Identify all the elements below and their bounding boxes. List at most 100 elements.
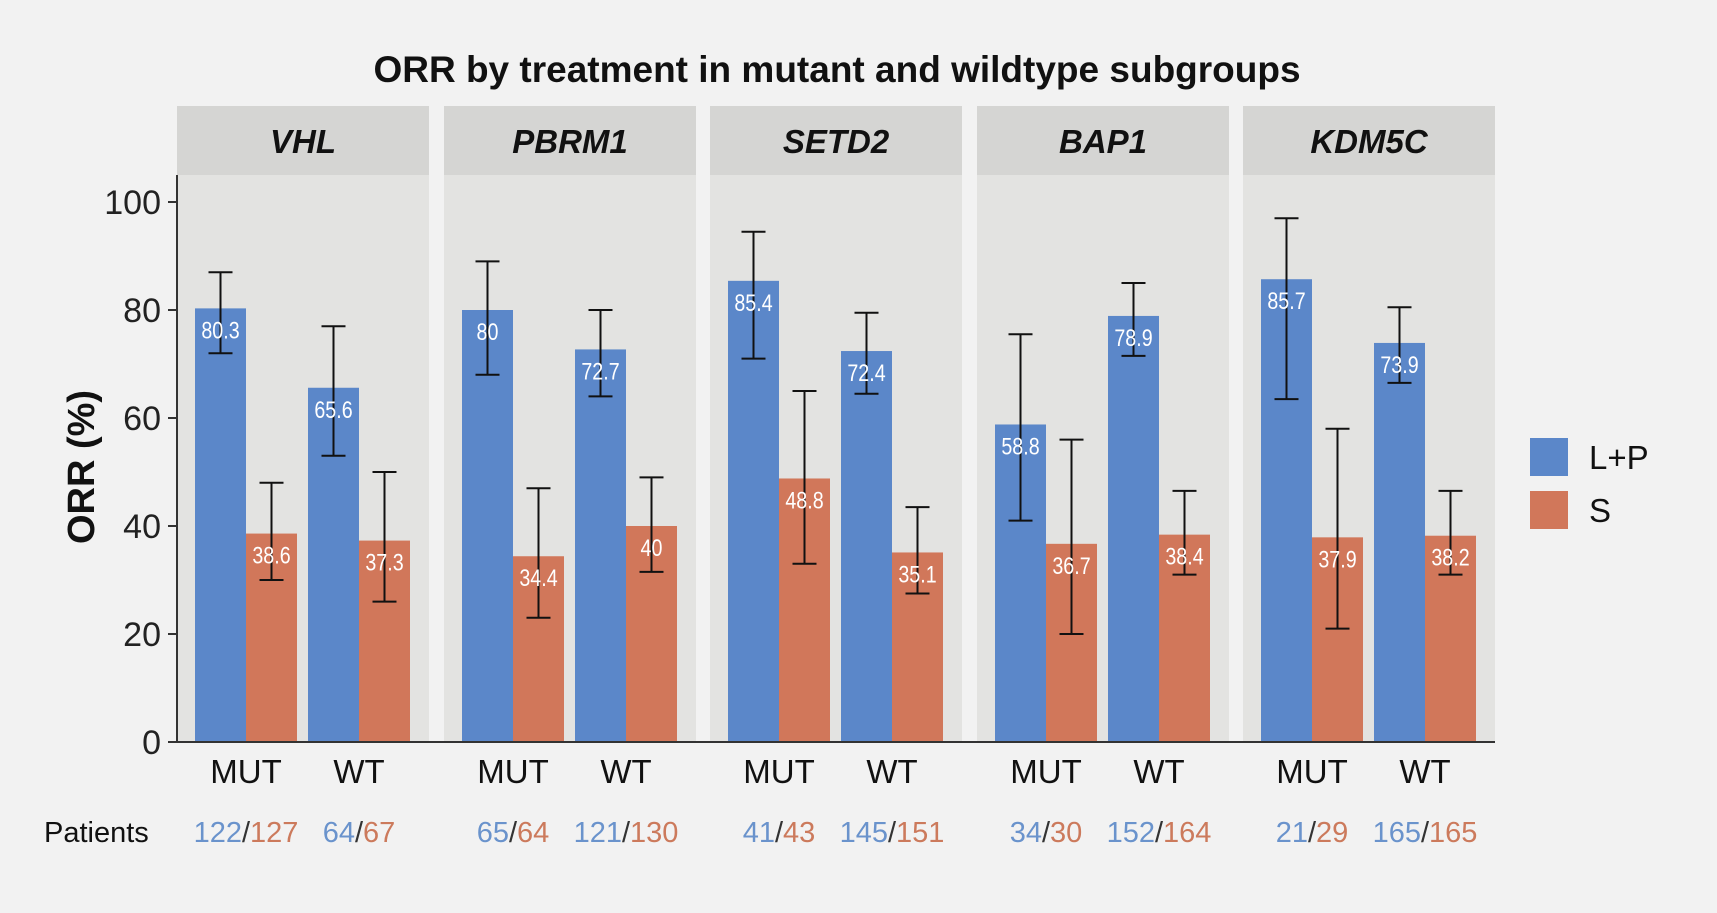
data-label: 38.2 <box>1431 544 1469 571</box>
x-tick-label: WT <box>333 753 384 790</box>
x-tick-label: MUT <box>477 753 548 790</box>
bar-lp <box>575 349 626 742</box>
x-tick-label: MUT <box>210 753 281 790</box>
data-label: 34.4 <box>519 564 557 591</box>
facet-label: KDM5C <box>1310 123 1429 160</box>
patient-count-s: 165 <box>1429 817 1477 849</box>
data-label: 38.6 <box>252 542 290 569</box>
y-tick-label: 80 <box>123 292 161 330</box>
patient-count-lp: 21 <box>1276 817 1308 849</box>
y-tick-label: 0 <box>142 724 161 762</box>
bar-lp <box>462 310 513 742</box>
patient-count-separator: / <box>509 817 518 849</box>
x-tick-label: WT <box>1399 753 1450 790</box>
patient-count-s: 127 <box>250 817 298 849</box>
bar-lp <box>1108 315 1159 742</box>
patient-count: 64/67 <box>323 817 396 849</box>
facet-label: VHL <box>270 123 336 160</box>
legend: L+P S <box>1530 438 1649 529</box>
patient-count-separator: / <box>1421 817 1430 849</box>
x-tick-label: MUT <box>1276 753 1347 790</box>
patient-count-s: 30 <box>1050 817 1082 849</box>
panel-kdm5c: KDM5C 85.7 37.9 MUT 21/29 73.9 38.2 WT 165/165 <box>1243 106 1495 849</box>
legend-swatch-lp <box>1530 438 1568 476</box>
panels-layer: VHL80.338.6MUT122/12765.637.3WT64/67PBRM… <box>177 106 1495 849</box>
data-label: 85.7 <box>1267 287 1305 314</box>
patient-count-separator: / <box>775 817 784 849</box>
data-label: 78.9 <box>1114 324 1152 351</box>
patient-count: 21/29 <box>1276 817 1349 849</box>
patient-count: 152/164 <box>1107 817 1212 849</box>
x-tick-label: WT <box>600 753 651 790</box>
facet-label: BAP1 <box>1059 123 1147 160</box>
patient-count-s: 43 <box>783 817 815 849</box>
legend-swatch-s <box>1530 491 1568 529</box>
bar-lp <box>841 351 892 742</box>
patient-count-separator: / <box>1042 817 1051 849</box>
data-label: 48.8 <box>785 487 823 514</box>
patient-count: 41/43 <box>743 817 816 849</box>
patient-count-separator: / <box>355 817 364 849</box>
bar-lp <box>195 308 246 742</box>
patient-count-lp: 122 <box>194 817 242 849</box>
patient-count-s: 164 <box>1163 817 1211 849</box>
y-axis-title: ORR (%) <box>61 390 103 544</box>
facet-strip <box>444 106 696 175</box>
patient-count-lp: 121 <box>574 817 622 849</box>
legend-label-lp: L+P <box>1589 439 1649 476</box>
patients-label: Patients <box>44 817 149 849</box>
data-label: 80.3 <box>201 317 239 344</box>
x-tick-label: WT <box>866 753 917 790</box>
patient-count: 65/64 <box>477 817 550 849</box>
patient-count-lp: 34 <box>1010 817 1042 849</box>
y-tick-label: 60 <box>123 400 161 438</box>
x-tick-label: MUT <box>743 753 814 790</box>
y-tick-label: 40 <box>123 508 161 546</box>
patient-count-separator: / <box>242 817 251 849</box>
data-label: 72.7 <box>581 358 619 385</box>
patient-count-s: 151 <box>896 817 944 849</box>
facet-strip <box>1243 106 1495 175</box>
data-label: 85.4 <box>734 289 772 316</box>
data-label: 35.1 <box>898 561 936 588</box>
data-label: 36.7 <box>1052 552 1090 579</box>
patient-count-s: 64 <box>517 817 549 849</box>
patient-count-lp: 165 <box>1373 817 1421 849</box>
x-tick-label: MUT <box>1010 753 1081 790</box>
facet-strip <box>710 106 962 175</box>
y-tick-label: 20 <box>123 616 161 654</box>
data-label: 73.9 <box>1380 351 1418 378</box>
patient-count-separator: / <box>622 817 631 849</box>
facet-strip <box>177 106 429 175</box>
data-label: 40 <box>641 534 663 561</box>
patient-count-lp: 145 <box>840 817 888 849</box>
data-label: 38.4 <box>1165 543 1203 570</box>
data-label: 80 <box>477 318 499 345</box>
patient-count-separator: / <box>888 817 897 849</box>
y-tick-label: 100 <box>104 184 161 222</box>
patient-count: 121/130 <box>574 817 679 849</box>
facet-strip <box>977 106 1229 175</box>
patient-count-lp: 152 <box>1107 817 1155 849</box>
patient-count-lp: 64 <box>323 817 355 849</box>
bar-lp <box>1374 342 1425 742</box>
y-axis: 0 20 40 60 80 100 <box>104 175 1495 762</box>
facet-label: SETD2 <box>783 123 890 160</box>
data-label: 72.4 <box>847 359 885 386</box>
patient-count-s: 67 <box>363 817 395 849</box>
patient-count: 34/30 <box>1010 817 1083 849</box>
data-label: 37.3 <box>365 549 403 576</box>
legend-label-s: S <box>1589 492 1611 529</box>
patient-count: 122/127 <box>194 817 299 849</box>
patient-count-s: 130 <box>630 817 678 849</box>
patient-count: 165/165 <box>1373 817 1478 849</box>
patient-count-lp: 65 <box>477 817 509 849</box>
data-label: 37.9 <box>1318 545 1356 572</box>
data-label: 65.6 <box>314 396 352 423</box>
